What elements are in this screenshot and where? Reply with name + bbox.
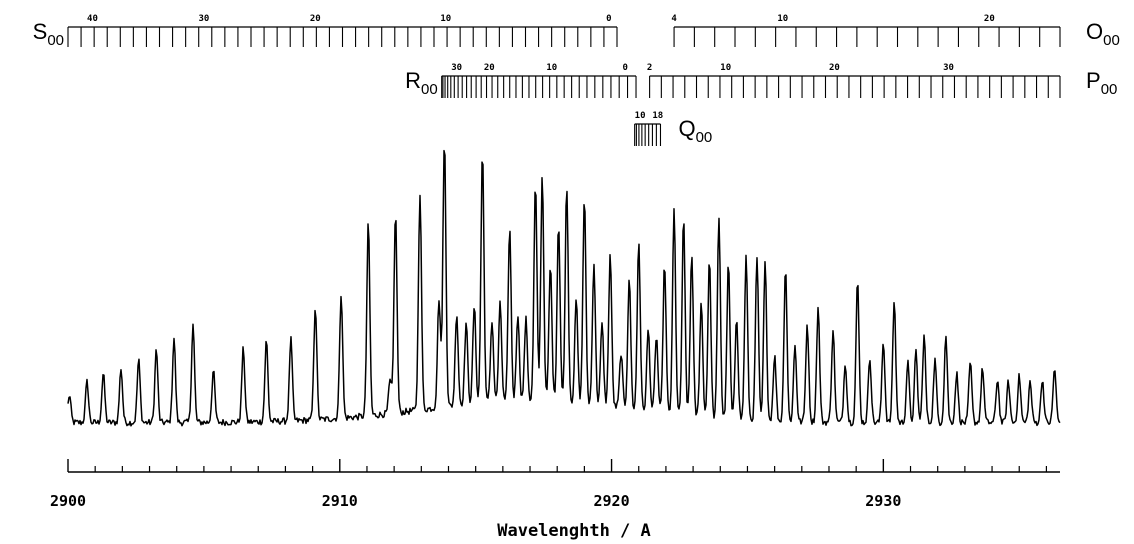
x-tick-label: 2930 [865, 492, 901, 510]
branch-rotational-label: 10 [440, 14, 451, 24]
branch-rotational-label: 10 [720, 63, 731, 73]
branch-rotational-label: 2 [647, 63, 652, 73]
branch-o00: 4 10 20 O00 [671, 14, 1119, 49]
branch-rotational-label: 10 [546, 63, 557, 73]
x-axis-title: Wavelenghth / A [497, 521, 651, 541]
branch-rotational-label: 40 [87, 14, 98, 24]
branch-name-label: S00 [33, 19, 64, 49]
branch-assignment-combs: 40 30 20 10 0 S00 4 10 20 O00 30 20 10 0 R00 2 10 20 30 P00… [33, 14, 1120, 146]
branch-rotational-label: 18 [652, 111, 663, 121]
branch-s00: 40 30 20 10 0 S00 [33, 14, 618, 49]
branch-rotational-label: 30 [198, 14, 209, 24]
branch-name-label: R00 [405, 68, 438, 98]
spectrum-trace [67, 149, 1061, 427]
x-tick-label: 2900 [50, 492, 86, 510]
branch-rotational-label: 30 [943, 63, 954, 73]
x-tick-label: 2920 [593, 492, 629, 510]
branch-rotational-label: 4 [671, 14, 677, 24]
branch-p00: 2 10 20 30 P00 [647, 63, 1117, 98]
branch-q00: 10 18 Q00 [634, 111, 712, 146]
branch-rotational-label: 0 [622, 63, 627, 73]
branch-rotational-label: 20 [310, 14, 321, 24]
branch-rotational-label: 20 [484, 63, 495, 73]
branch-name-label: P00 [1086, 68, 1117, 98]
branch-rotational-label: 30 [451, 63, 462, 73]
branch-name-label: O00 [1086, 19, 1120, 49]
branch-rotational-label: 20 [829, 63, 840, 73]
branch-rotational-label: 10 [635, 111, 646, 121]
x-axis-major-ticks: 2900 2910 2920 2930 [50, 459, 901, 510]
x-axis-minor-ticks [94, 466, 1048, 472]
branch-rotational-label: 10 [777, 14, 788, 24]
branch-name-label: Q00 [678, 116, 712, 146]
x-axis: 2900 2910 2920 2930 [50, 459, 1060, 510]
x-tick-label: 2910 [322, 492, 358, 510]
branch-rotational-label: 0 [606, 14, 611, 24]
branch-rotational-label: 20 [984, 14, 995, 24]
branch-r00: 30 20 10 0 R00 [405, 63, 637, 98]
